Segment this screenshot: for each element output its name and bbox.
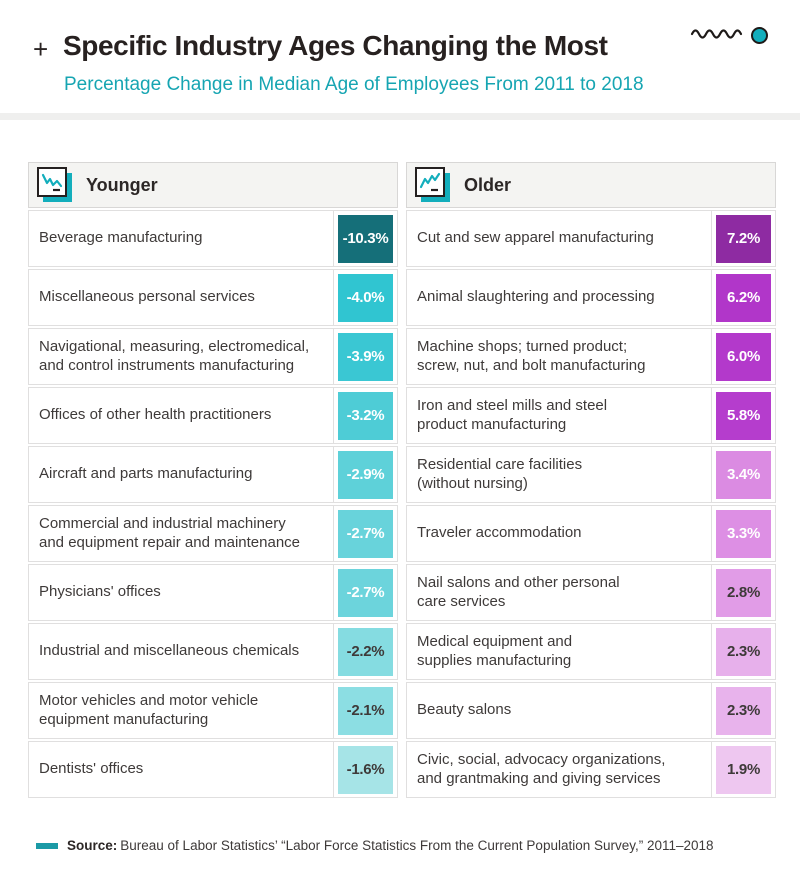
- industry-label: Beverage manufacturing: [39, 229, 203, 247]
- value-badge: -3.9%: [338, 332, 393, 381]
- table-row: Commercial and industrial machinery and …: [28, 505, 398, 562]
- industry-label: Motor vehicles and motor vehicle equipme…: [39, 691, 259, 728]
- header-divider: [0, 113, 800, 120]
- table-row: Machine shops; turned product; screw, nu…: [406, 328, 776, 385]
- value-badge: 1.9%: [716, 745, 771, 794]
- table-row: Dentists' offices -1.6%: [28, 741, 398, 798]
- value-badge: 6.0%: [716, 332, 771, 381]
- industry-label: Dentists' offices: [39, 760, 144, 778]
- table-row: Iron and steel mills and steel product m…: [406, 387, 776, 444]
- source-dash-icon: [36, 842, 58, 849]
- value-badge: 2.3%: [716, 686, 771, 735]
- source-text: Source: Bureau of Labor Statistics’ “Labo…: [67, 838, 714, 853]
- industry-label: Machine shops; turned product; screw, nu…: [417, 337, 646, 374]
- value-badge: 5.8%: [716, 391, 771, 440]
- value-badge: 2.8%: [716, 568, 771, 617]
- table-row: Nail salons and other personal care serv…: [406, 564, 776, 621]
- source-label: Source:: [67, 838, 118, 853]
- line-chart-up-icon: [415, 167, 451, 203]
- value-badge: 3.4%: [716, 450, 771, 499]
- value-badge: -2.7%: [338, 509, 393, 558]
- older-panel: Older Cut and sew apparel manufacturing …: [406, 162, 776, 798]
- value-badge: -10.3%: [338, 214, 393, 263]
- table-row: Animal slaughtering and processing 6.2%: [406, 269, 776, 326]
- table-row: Beauty salons 2.3%: [406, 682, 776, 739]
- industry-label: Traveler accommodation: [417, 524, 582, 542]
- industry-label: Civic, social, advocacy organizations, a…: [417, 750, 666, 787]
- industry-label: Offices of other health practitioners: [39, 406, 272, 424]
- line-chart-down-icon: [37, 167, 73, 203]
- younger-panel-header: Younger: [28, 162, 398, 208]
- value-badge: 7.2%: [716, 214, 771, 263]
- value-badge: -4.0%: [338, 273, 393, 322]
- older-panel-title: Older: [464, 174, 512, 195]
- value-badge: 3.3%: [716, 509, 771, 558]
- table-row: Offices of other health practitioners -3…: [28, 387, 398, 444]
- industry-label: Industrial and miscellaneous chemicals: [39, 642, 300, 660]
- industry-label: Cut and sew apparel manufacturing: [417, 229, 654, 247]
- table-row: Medical equipment and supplies manufactu…: [406, 623, 776, 680]
- value-badge: 2.3%: [716, 627, 771, 676]
- teal-dot-icon: [751, 27, 768, 44]
- value-badge: -1.6%: [338, 745, 393, 794]
- industry-label: Miscellaneous personal services: [39, 288, 255, 306]
- table-row: Miscellaneous personal services -4.0%: [28, 269, 398, 326]
- table-row: Civic, social, advocacy organizations, a…: [406, 741, 776, 798]
- source-footer: Source: Bureau of Labor Statistics’ “Labo…: [36, 838, 776, 853]
- table-row: Navigational, measuring, electromedical,…: [28, 328, 398, 385]
- table-row: Residential care facilities (without nur…: [406, 446, 776, 503]
- source-citation: Bureau of Labor Statistics’ “Labor Force…: [120, 838, 714, 853]
- industry-label: Aircraft and parts manufacturing: [39, 465, 253, 483]
- table-row: Traveler accommodation 3.3%: [406, 505, 776, 562]
- table-row: Motor vehicles and motor vehicle equipme…: [28, 682, 398, 739]
- value-badge: -2.1%: [338, 686, 393, 735]
- table-row: Aircraft and parts manufacturing -2.9%: [28, 446, 398, 503]
- younger-panel: Younger Beverage manufacturing -10.3% Mi…: [28, 162, 398, 798]
- industry-label: Animal slaughtering and processing: [417, 288, 655, 306]
- value-badge: 6.2%: [716, 273, 771, 322]
- industry-label: Commercial and industrial machinery and …: [39, 514, 301, 551]
- page-title: Specific Industry Ages Changing the Most: [63, 30, 608, 61]
- value-badge: -2.2%: [338, 627, 393, 676]
- value-badge: -2.9%: [338, 450, 393, 499]
- plus-icon: +: [33, 34, 49, 64]
- value-badge: -2.7%: [338, 568, 393, 617]
- table-row: Cut and sew apparel manufacturing 7.2%: [406, 210, 776, 267]
- older-panel-header: Older: [406, 162, 776, 208]
- industry-label: Residential care facilities (without nur…: [417, 455, 583, 492]
- industry-label: Nail salons and other personal care serv…: [417, 573, 620, 610]
- squiggle-icon: [690, 29, 743, 39]
- industry-label: Physicians' offices: [39, 583, 161, 601]
- table-row: Industrial and miscellaneous chemicals -…: [28, 623, 398, 680]
- industry-label: Beauty salons: [417, 701, 512, 719]
- industry-label: Iron and steel mills and steel product m…: [417, 396, 608, 433]
- value-badge: -3.2%: [338, 391, 393, 440]
- page-subtitle: Percentage Change in Median Age of Emplo…: [64, 74, 644, 95]
- table-row: Beverage manufacturing -10.3%: [28, 210, 398, 267]
- younger-panel-title: Younger: [86, 174, 158, 195]
- industry-label: Navigational, measuring, electromedical,…: [39, 337, 310, 374]
- industry-label: Medical equipment and supplies manufactu…: [417, 632, 573, 669]
- table-row: Physicians' offices -2.7%: [28, 564, 398, 621]
